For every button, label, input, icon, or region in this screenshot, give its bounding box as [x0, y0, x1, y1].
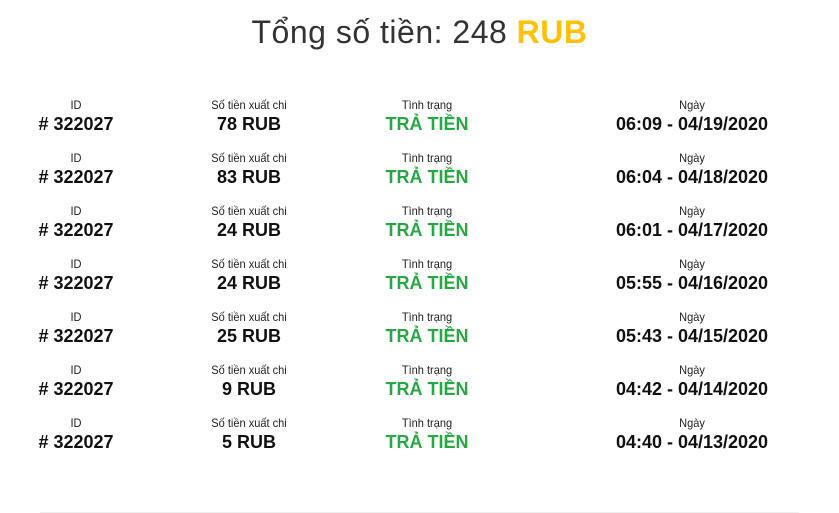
status-cell: Tình trạng TRẢ TIỀN [386, 97, 469, 135]
status-cell: Tình trạng TRẢ TIỀN [386, 203, 469, 241]
status-label: Tình trạng [401, 204, 453, 218]
amount-label: Số tiền xuất chi [211, 204, 287, 218]
status-label: Tình trạng [401, 416, 453, 430]
status-label: Tình trạng [401, 257, 453, 271]
status-label: Tình trạng [401, 98, 453, 112]
date-label: Ngày [679, 416, 705, 430]
date-label: Ngày [679, 310, 705, 324]
date-value: 05:55 - 04/16/2020 [615, 273, 769, 293]
status-label: Tình trạng [401, 151, 453, 165]
status-cell: Tình trạng TRẢ TIỀN [386, 150, 469, 188]
amount-cell: Số tiền xuất chi 25 RUB [208, 309, 290, 347]
id-cell: ID # 322027 [38, 362, 113, 400]
id-value: # 322027 [38, 114, 114, 134]
amount-label: Số tiền xuất chi [211, 416, 287, 430]
id-value: # 322027 [38, 167, 114, 187]
id-cell: ID # 322027 [38, 309, 113, 347]
amount-value: 78 RUB [216, 114, 282, 134]
date-label: Ngày [679, 98, 705, 112]
id-label: ID [70, 257, 82, 271]
amount-label: Số tiền xuất chi [211, 98, 287, 112]
amount-value: 83 RUB [216, 167, 282, 187]
amount-cell: Số tiền xuất chi 83 RUB [208, 150, 290, 188]
transaction-row: ID # 322027 Số tiền xuất chi 24 RUB Tình trạ… [0, 256, 839, 309]
status-cell: Tình trạng TRẢ TIỀN [386, 415, 469, 453]
date-label: Ngày [679, 363, 705, 377]
date-value: 05:43 - 04/15/2020 [615, 326, 769, 346]
amount-cell: Số tiền xuất chi 9 RUB [208, 362, 290, 400]
total-text: Tổng số tiền: 248 [251, 14, 508, 50]
status-label: Tình trạng [401, 363, 453, 377]
amount-cell: Số tiền xuất chi 78 RUB [208, 97, 290, 135]
id-value: # 322027 [38, 379, 114, 399]
status-value: TRẢ TIỀN [385, 379, 469, 399]
date-value: 06:01 - 04/17/2020 [615, 220, 769, 240]
amount-value: 9 RUB [221, 379, 276, 399]
amount-label: Số tiền xuất chi [211, 363, 287, 377]
status-value: TRẢ TIỀN [385, 167, 469, 187]
date-value: 04:40 - 04/13/2020 [615, 432, 769, 452]
date-cell: Ngày 06:01 - 04/17/2020 [616, 203, 768, 241]
date-cell: Ngày 06:04 - 04/18/2020 [616, 150, 768, 188]
date-value: 06:09 - 04/19/2020 [615, 114, 769, 134]
status-cell: Tình trạng TRẢ TIỀN [386, 362, 469, 400]
total-title: Tổng số tiền: 248 RUB [0, 14, 839, 51]
amount-value: 24 RUB [216, 220, 282, 240]
transaction-row: ID # 322027 Số tiền xuất chi 9 RUB Tình trạn… [0, 362, 839, 415]
transaction-row: ID # 322027 Số tiền xuất chi 5 RUB Tình trạn… [0, 415, 839, 468]
id-label: ID [70, 416, 82, 430]
date-value: 06:04 - 04/18/2020 [615, 167, 769, 187]
amount-cell: Số tiền xuất chi 24 RUB [208, 203, 290, 241]
status-value: TRẢ TIỀN [385, 220, 469, 240]
amount-value: 5 RUB [221, 432, 276, 452]
date-cell: Ngày 05:55 - 04/16/2020 [616, 256, 768, 294]
id-cell: ID # 322027 [38, 415, 113, 453]
amount-label: Số tiền xuất chi [211, 257, 287, 271]
id-value: # 322027 [38, 432, 114, 452]
status-value: TRẢ TIỀN [385, 432, 469, 452]
status-value: TRẢ TIỀN [385, 326, 469, 346]
amount-value: 25 RUB [216, 326, 282, 346]
id-value: # 322027 [38, 273, 114, 293]
id-cell: ID # 322027 [38, 256, 113, 294]
status-value: TRẢ TIỀN [385, 273, 469, 293]
status-label: Tình trạng [401, 310, 453, 324]
date-cell: Ngày 04:40 - 04/13/2020 [616, 415, 768, 453]
date-label: Ngày [679, 204, 705, 218]
amount-cell: Số tiền xuất chi 24 RUB [208, 256, 290, 294]
id-value: # 322027 [38, 220, 114, 240]
transaction-row: ID # 322027 Số tiền xuất chi 24 RUB Tình trạ… [0, 203, 839, 256]
status-cell: Tình trạng TRẢ TIỀN [386, 256, 469, 294]
id-cell: ID # 322027 [38, 203, 113, 241]
id-label: ID [70, 98, 82, 112]
date-cell: Ngày 04:42 - 04/14/2020 [616, 362, 768, 400]
transaction-row: ID # 322027 Số tiền xuất chi 83 RUB Tình trạ… [0, 150, 839, 203]
date-cell: Ngày 05:43 - 04/15/2020 [616, 309, 768, 347]
amount-cell: Số tiền xuất chi 5 RUB [208, 415, 290, 453]
transaction-row: ID # 322027 Số tiền xuất chi 78 RUB Tình trạ… [0, 97, 839, 150]
id-value: # 322027 [38, 326, 114, 346]
date-label: Ngày [679, 257, 705, 271]
status-value: TRẢ TIỀN [385, 114, 469, 134]
total-currency: RUB [516, 14, 588, 50]
date-value: 04:42 - 04/14/2020 [615, 379, 769, 399]
date-cell: Ngày 06:09 - 04/19/2020 [616, 97, 768, 135]
id-label: ID [70, 151, 82, 165]
amount-label: Số tiền xuất chi [211, 151, 287, 165]
status-cell: Tình trạng TRẢ TIỀN [386, 309, 469, 347]
id-label: ID [70, 310, 82, 324]
amount-value: 24 RUB [216, 273, 282, 293]
id-cell: ID # 322027 [38, 150, 113, 188]
id-label: ID [70, 363, 82, 377]
amount-label: Số tiền xuất chi [211, 310, 287, 324]
id-label: ID [70, 204, 82, 218]
date-label: Ngày [679, 151, 705, 165]
id-cell: ID # 322027 [38, 97, 113, 135]
transaction-row: ID # 322027 Số tiền xuất chi 25 RUB Tình trạ… [0, 309, 839, 362]
